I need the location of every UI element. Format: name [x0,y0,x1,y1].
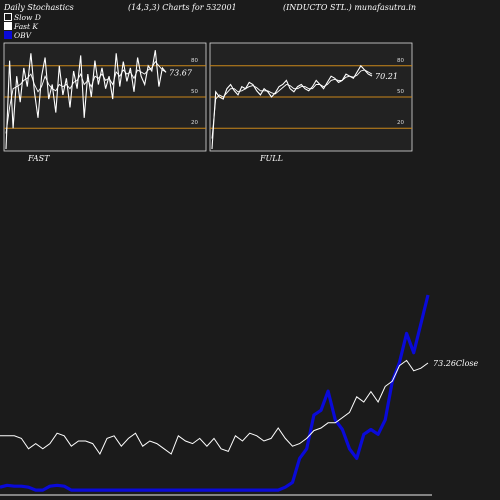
fast-fast-k-line [5,50,167,150]
full-fast-k-line [211,64,373,150]
legend-obv: OBV [4,31,31,40]
full-level-label-50: 50 [397,89,404,95]
obv-line [0,294,430,492]
full-value-label: 70.21 [375,72,398,81]
legend-fast-k: Fast K [4,22,38,31]
fast-level-label-80: 80 [191,58,198,64]
legend-slow-d-label: Slow D [14,13,41,22]
fast-slow-d-line [5,60,167,134]
fast-value-label: 73.67 [169,68,193,77]
close-value-label: 73.26Close [433,359,479,368]
full-level-label-20: 20 [397,120,404,126]
close-line [0,359,429,456]
chart-title-left: Daily Stochastics [4,3,74,12]
full-panel-title: FULL [259,154,283,163]
obv-swatch [4,31,12,39]
chart-title-mid: (14,3,3) Charts for 532001 [128,3,237,12]
legend-obv-label: OBV [14,31,32,40]
full-slow-d-line [211,69,373,139]
slow-d-swatch [4,13,12,21]
full-level-label-80: 80 [397,58,404,64]
fast-level-label-50: 50 [191,89,198,95]
chart-title-right: (INDUCTO STL.) munafasutra.in [283,3,417,12]
legend-slow-d: Slow D [4,13,41,22]
fast-panel-title: FAST [27,154,50,163]
fast-level-label-20: 20 [191,120,198,126]
legend-fast-k-label: Fast K [14,22,39,31]
fast-k-swatch [4,22,12,30]
